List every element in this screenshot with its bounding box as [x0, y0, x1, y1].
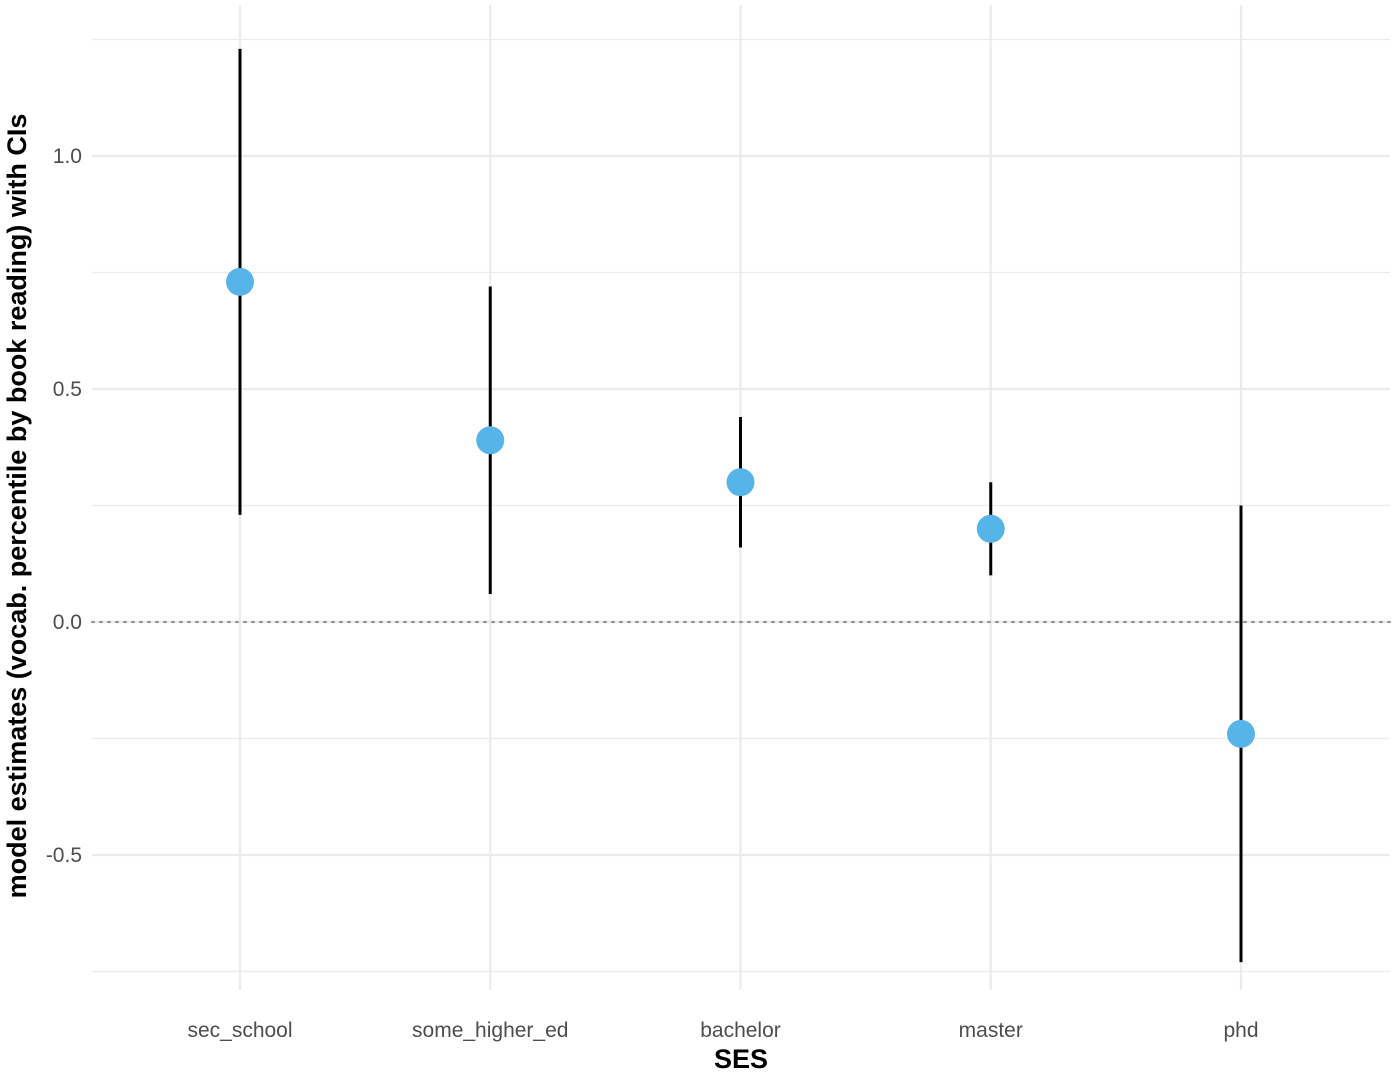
point-some_higher_ed: [476, 426, 505, 455]
x-tick-label: master: [959, 1019, 1023, 1042]
y-tick-labels: -0.5 0.0 0.5 1.0: [46, 145, 82, 867]
x-tick-label: bachelor: [700, 1019, 781, 1042]
y-axis-title: model estimates (vocab. percentile by bo…: [2, 114, 32, 899]
points: [226, 267, 1255, 748]
y-tick-label: 0.0: [53, 611, 82, 634]
x-tick-label: some_higher_ed: [412, 1019, 568, 1042]
point-phd: [1227, 719, 1255, 748]
x-axis-title: SES: [714, 1044, 768, 1073]
y-tick-label: 1.0: [53, 145, 82, 168]
point-sec_school: [226, 267, 254, 296]
x-tick-label: sec_school: [187, 1019, 292, 1042]
y-tick-label: -0.5: [46, 844, 82, 867]
x-tick-label: phd: [1223, 1019, 1258, 1042]
x-tick-labels: sec_school some_higher_ed bachelor master ph…: [187, 1019, 1258, 1042]
point-bachelor: [726, 468, 755, 497]
point-master: [976, 514, 1005, 543]
y-tick-label: 0.5: [53, 378, 82, 401]
